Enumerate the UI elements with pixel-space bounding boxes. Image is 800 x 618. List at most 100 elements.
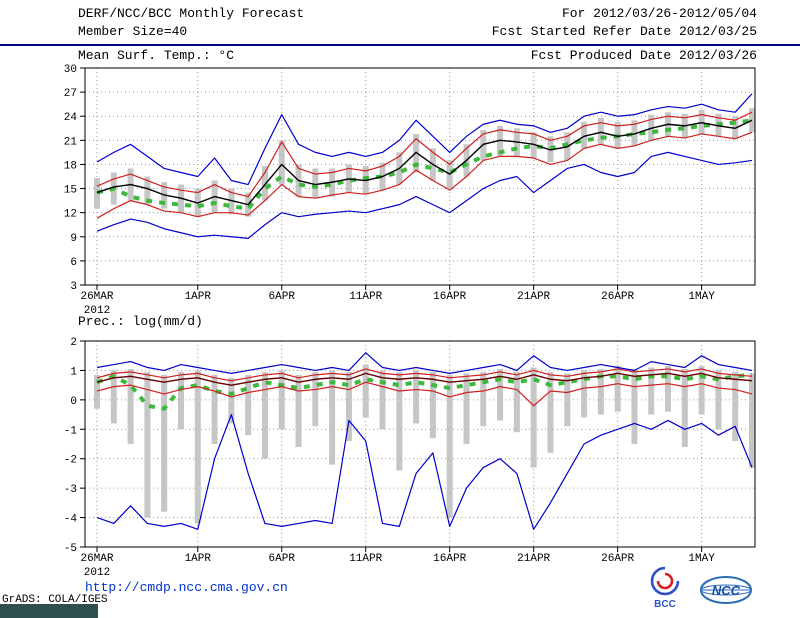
spread-bar bbox=[513, 371, 520, 433]
y-tick-label: 9 bbox=[70, 233, 77, 245]
x-tick-label: 11APR bbox=[349, 553, 382, 565]
series-upper-quartile bbox=[96, 111, 753, 198]
spread-bar bbox=[396, 371, 403, 471]
spread-bar bbox=[194, 370, 201, 524]
spread-bar bbox=[648, 114, 655, 141]
mean-surface-temperature-panel: 3 6 9 12 15 18 21 24 27 30 26MAR 1APR 6APR 11APR 16APR… bbox=[64, 64, 756, 317]
y-tick-label: 24 bbox=[64, 112, 78, 124]
grads-credit-label: GrADS: COLA/IGES bbox=[2, 594, 108, 606]
y-tick-label: 0 bbox=[70, 396, 77, 408]
spread-bar bbox=[379, 370, 386, 430]
fcst-produced-label: Fcst Produced Date 2012/03/26 bbox=[530, 48, 757, 63]
y-tick-label: -2 bbox=[64, 455, 77, 467]
y-tick-label: 1 bbox=[70, 366, 77, 378]
series-ensemble-max bbox=[96, 93, 753, 186]
spread-bar bbox=[715, 370, 722, 430]
spread-bar bbox=[581, 121, 588, 149]
y-tick-label: -1 bbox=[64, 425, 78, 437]
spread-bar bbox=[278, 140, 285, 185]
spread-bar bbox=[497, 125, 504, 157]
y-tick-label: 6 bbox=[70, 257, 77, 269]
y-tick-label: 30 bbox=[64, 64, 77, 76]
spread-bar bbox=[732, 371, 739, 442]
fcst-started-label: Fcst Started Refer Date 2012/03/25 bbox=[491, 24, 757, 39]
member-size-label: Member Size=40 bbox=[78, 24, 188, 39]
x-tick-label: 6APR bbox=[269, 553, 296, 565]
x-tick-label: 26MAR bbox=[80, 291, 113, 303]
ncc-logo-label: NCC bbox=[712, 583, 741, 598]
spread-bar bbox=[631, 368, 638, 444]
spread-bar bbox=[228, 377, 235, 424]
series-ensemble-mean bbox=[96, 372, 753, 386]
spread-bar bbox=[631, 120, 638, 146]
forecast-range-label: For 2012/03/26-2012/05/04 bbox=[561, 6, 757, 21]
spread-bar bbox=[362, 364, 369, 418]
y-tick-label: 27 bbox=[64, 88, 77, 100]
spread-bar bbox=[749, 373, 755, 468]
spread-bar bbox=[345, 371, 352, 442]
series-ensemble-mean bbox=[96, 119, 753, 206]
spread-bar bbox=[245, 374, 252, 436]
x-tick-label: 1APR bbox=[185, 291, 212, 303]
precipitation-panel: -5 -4 -3 -2 -1 0 1 2 26MAR 1APR 6APR 11APR 16APR 21AP… bbox=[64, 337, 756, 579]
taskbar-fragment bbox=[0, 604, 98, 618]
spread-bar bbox=[429, 371, 436, 439]
spread-bar bbox=[278, 370, 285, 430]
y-tick-label: 15 bbox=[64, 185, 77, 197]
series-ensemble-max bbox=[96, 352, 753, 374]
x-axis-year-label: 2012 bbox=[84, 305, 110, 317]
y-tick-label: -4 bbox=[64, 514, 78, 526]
x-tick-label: 16APR bbox=[433, 553, 466, 565]
spread-bar bbox=[648, 367, 655, 415]
spread-bar bbox=[463, 373, 470, 444]
spread-bar bbox=[480, 371, 487, 427]
spread-bar bbox=[312, 168, 319, 199]
series-lower-quartile bbox=[96, 381, 753, 407]
spread-bar bbox=[446, 374, 453, 518]
series-ensemble-min bbox=[96, 151, 753, 239]
x-axis-year-label: 2012 bbox=[84, 567, 110, 579]
spread-bar bbox=[614, 366, 621, 412]
spread-bar bbox=[732, 116, 739, 139]
spread-bar bbox=[127, 368, 134, 444]
y-tick-label: 12 bbox=[64, 209, 77, 221]
spread-bar bbox=[681, 368, 688, 447]
spread-bar bbox=[261, 371, 268, 459]
page-title: DERF/NCC/BCC Monthly Forecast bbox=[78, 6, 305, 21]
x-tick-label: 16APR bbox=[433, 291, 466, 303]
series-upper-quartile bbox=[96, 368, 753, 382]
y-tick-label: -3 bbox=[64, 484, 77, 496]
x-tick-label: 1MAY bbox=[688, 291, 715, 303]
x-tick-label: 21APR bbox=[517, 291, 550, 303]
x-tick-label: 26APR bbox=[601, 553, 634, 565]
spread-bar bbox=[413, 370, 420, 424]
x-tick-label: 1MAY bbox=[688, 553, 715, 565]
cmdp-url-link[interactable]: http://cmdp.ncc.cma.gov.cn bbox=[85, 580, 288, 595]
spread-bar bbox=[295, 374, 302, 447]
spread-bar bbox=[547, 371, 554, 453]
y-tick-label: -5 bbox=[64, 543, 77, 555]
x-tick-label: 6APR bbox=[269, 291, 296, 303]
spread-bar bbox=[698, 366, 705, 415]
series-climatology bbox=[96, 118, 753, 211]
spread-bar bbox=[530, 367, 537, 468]
x-tick-label: 11APR bbox=[349, 291, 382, 303]
spread-bar bbox=[110, 370, 117, 424]
x-tick-label: 1APR bbox=[185, 553, 212, 565]
spread-bar bbox=[665, 366, 672, 412]
spread-bar bbox=[261, 166, 268, 201]
series-ensemble-min bbox=[96, 413, 753, 530]
spread-bar bbox=[94, 178, 100, 209]
spread-bar bbox=[312, 371, 319, 427]
spread-bar bbox=[581, 370, 588, 418]
spread-bar bbox=[698, 109, 705, 134]
series-climatology bbox=[96, 372, 753, 411]
spread-bar bbox=[144, 371, 151, 518]
y-tick-label: 18 bbox=[64, 160, 77, 172]
spread-bar bbox=[329, 370, 336, 465]
spread-bar bbox=[144, 176, 151, 205]
series-lower-quartile bbox=[96, 131, 753, 219]
spread-bar bbox=[211, 374, 218, 444]
x-tick-label: 26MAR bbox=[80, 553, 113, 565]
